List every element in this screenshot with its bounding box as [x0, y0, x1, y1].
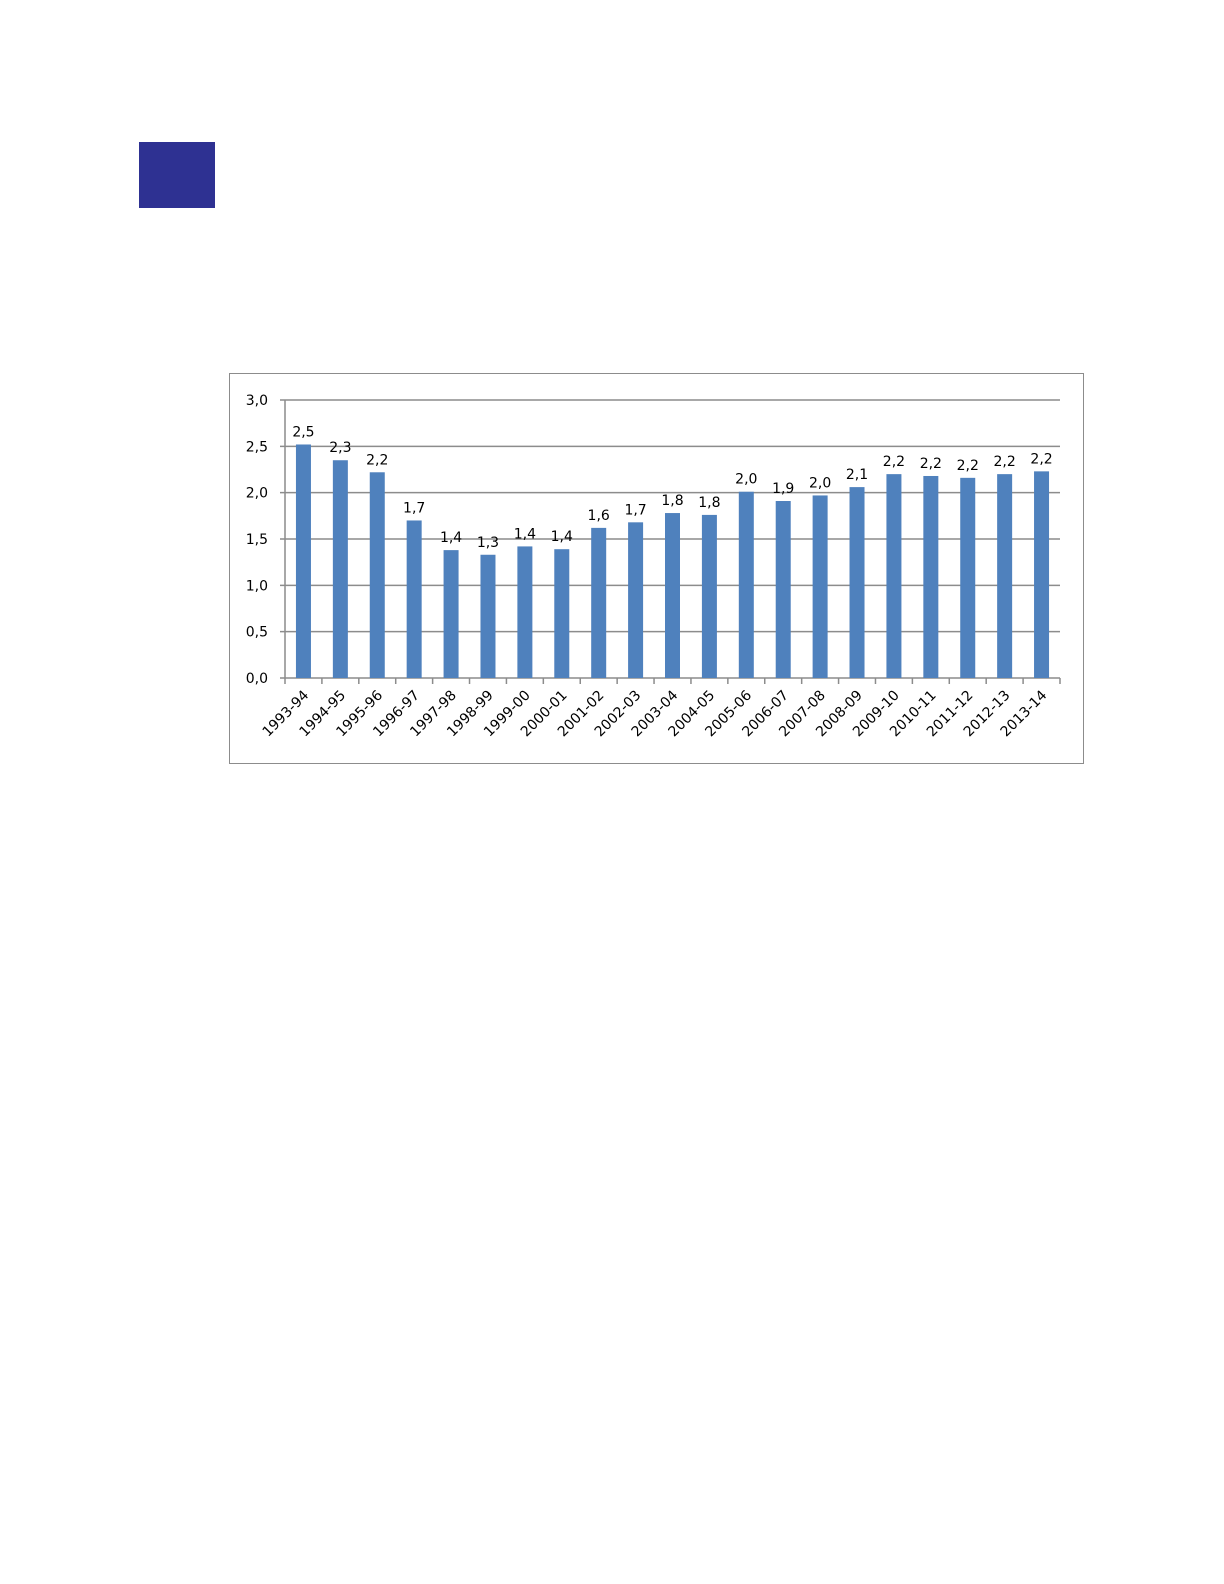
bar	[886, 474, 902, 678]
bar	[701, 514, 717, 678]
data-label: 2,1	[846, 467, 868, 483]
bar	[369, 472, 385, 678]
bar	[517, 546, 533, 678]
bar	[554, 549, 570, 678]
bar	[849, 487, 865, 678]
bar	[1034, 471, 1050, 678]
bar	[960, 477, 976, 678]
data-label: 1,9	[772, 481, 794, 497]
bar	[775, 501, 791, 678]
data-label: 1,8	[661, 493, 683, 509]
data-label: 1,4	[440, 530, 462, 546]
data-label: 1,7	[403, 500, 425, 516]
data-label: 1,4	[514, 526, 536, 542]
bar	[628, 522, 644, 678]
y-tick-label: 1,0	[246, 578, 268, 594]
data-label: 2,2	[366, 452, 388, 468]
y-tick-label: 2,5	[246, 439, 268, 455]
data-label: 2,5	[292, 424, 314, 440]
bar	[406, 520, 422, 678]
data-label: 1,7	[624, 502, 646, 518]
data-label: 2,3	[329, 440, 351, 456]
y-tick-label: 0,5	[246, 625, 268, 641]
data-label: 1,8	[698, 495, 720, 511]
bar	[591, 527, 607, 678]
data-label: 2,2	[957, 458, 979, 474]
bar	[923, 475, 939, 678]
data-label: 2,2	[1030, 451, 1052, 467]
data-label: 2,2	[920, 456, 942, 472]
data-label: 2,2	[994, 454, 1016, 470]
bar	[480, 554, 496, 678]
data-label: 1,4	[551, 529, 573, 545]
y-tick-label: 0,0	[246, 671, 268, 687]
y-tick-label: 1,5	[246, 532, 268, 548]
bar	[997, 474, 1013, 678]
chart-frame	[229, 373, 1084, 764]
data-label: 2,2	[883, 454, 905, 470]
bar	[295, 444, 311, 678]
bar	[738, 491, 754, 678]
bar	[443, 550, 459, 678]
bar	[812, 495, 828, 678]
y-tick-label: 2,0	[246, 486, 268, 502]
data-label: 1,6	[588, 508, 610, 524]
bar	[332, 460, 348, 678]
data-label: 2,0	[809, 475, 831, 491]
bar	[665, 513, 680, 678]
y-tick-label: 3,0	[246, 393, 268, 409]
data-label: 1,3	[477, 535, 499, 551]
data-label: 2,0	[735, 472, 757, 488]
accent-block	[139, 142, 215, 208]
